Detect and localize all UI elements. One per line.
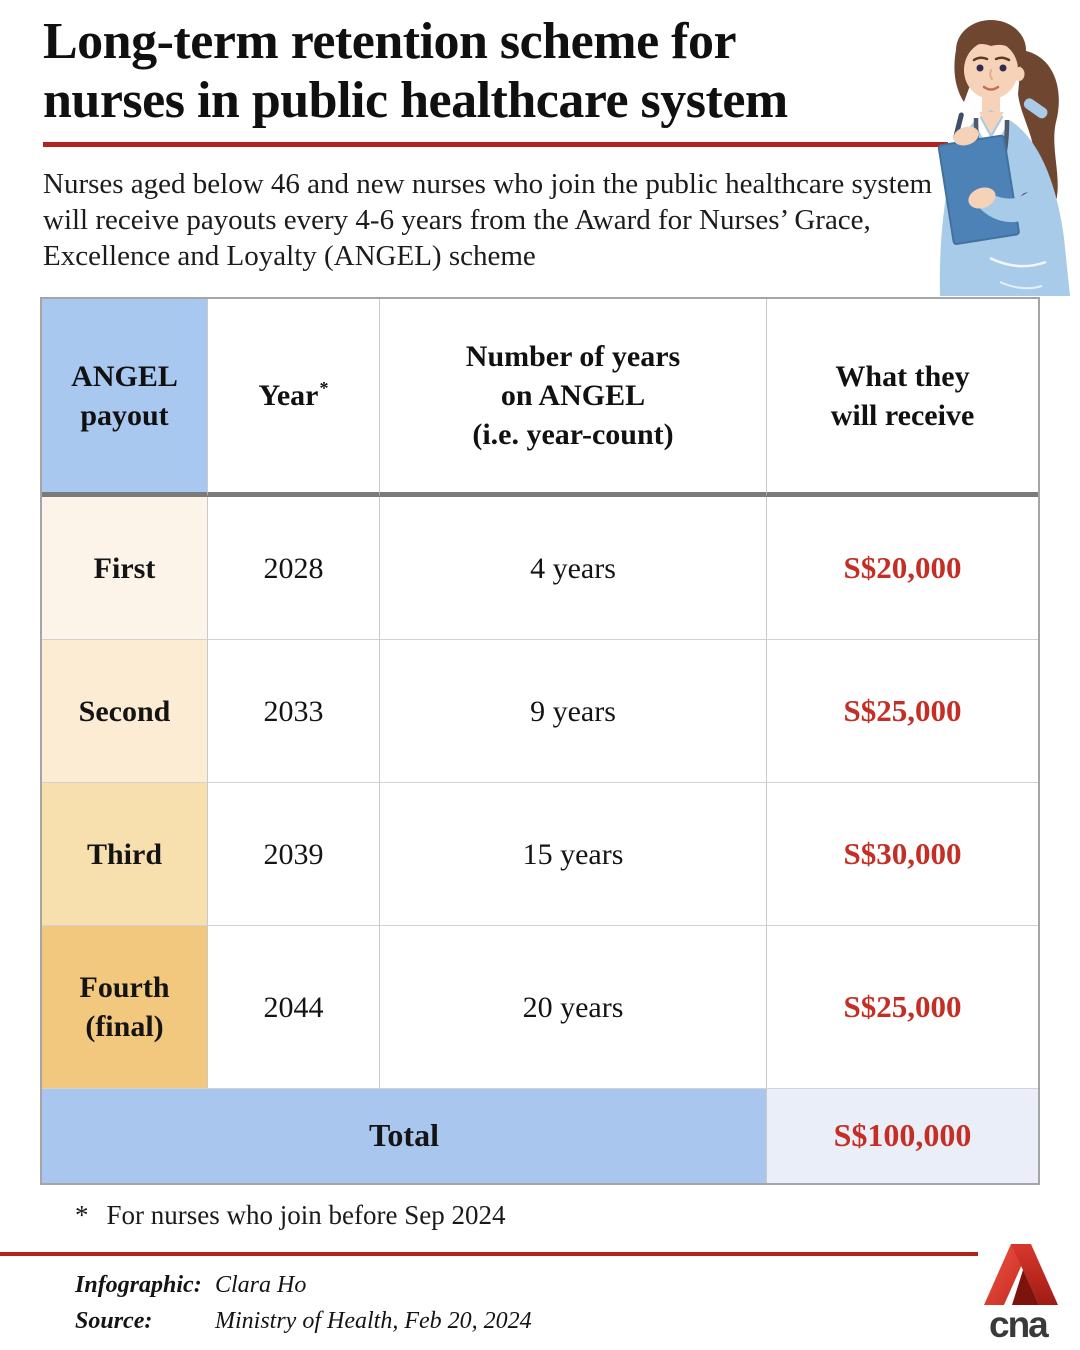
- logo-wordmark: cna: [989, 1304, 1049, 1342]
- cna-logo: cna: [984, 1244, 1058, 1342]
- payout-ordinal-cell: Third: [42, 783, 208, 926]
- payout-ordinal-cell: First: [42, 497, 208, 640]
- source-label: Source:: [75, 1308, 153, 1334]
- footer-credits: Infographic: Clara Ho Source: Ministry o…: [75, 1272, 532, 1344]
- subtitle: Nurses aged below 46 and new nurses who …: [43, 168, 933, 272]
- payout-duration-cell: 4 years: [380, 497, 767, 640]
- payout-amount-cell: S$30,000: [767, 783, 1038, 926]
- payout-duration-cell: 20 years: [380, 926, 767, 1089]
- infographic-value: Clara Ho: [215, 1272, 307, 1298]
- page-title: Long-term retention scheme for nurses in…: [43, 12, 963, 130]
- payout-duration-cell: 15 years: [380, 783, 767, 926]
- footnote: * For nurses who join before Sep 2024: [75, 1200, 505, 1231]
- payout-year-cell: 2039: [208, 783, 380, 926]
- column-header-receive: What they will receive: [767, 299, 1038, 497]
- payout-duration-cell: 9 years: [380, 640, 767, 783]
- footer-divider-rule: [0, 1252, 978, 1256]
- payout-ordinal-cell: Second: [42, 640, 208, 783]
- payout-amount-cell: S$25,000: [767, 926, 1038, 1089]
- column-header-years-on-angel: Number of years on ANGEL (i.e. year-count): [380, 299, 767, 497]
- payout-year-cell: 2033: [208, 640, 380, 783]
- payout-year-cell: 2028: [208, 497, 380, 640]
- payout-amount-cell: S$25,000: [767, 640, 1038, 783]
- payout-amount-cell: S$20,000: [767, 497, 1038, 640]
- credit-infographic: Infographic: Clara Ho: [75, 1272, 532, 1299]
- title-line-2: nurses in public healthcare system: [43, 72, 788, 129]
- payout-ordinal-cell: Fourth (final): [42, 926, 208, 1089]
- title-divider-rule: [43, 142, 948, 147]
- total-amount-cell: S$100,000: [767, 1089, 1038, 1183]
- source-value: Ministry of Health, Feb 20, 2024: [215, 1308, 532, 1334]
- total-label-cell: Total: [42, 1089, 767, 1183]
- payout-table: ANGEL payout Year* Number of years on ANGEL(…: [40, 297, 1040, 1185]
- footnote-marker: *: [75, 1200, 89, 1230]
- credit-source: Source: Ministry of Health, Feb 20, 2024: [75, 1308, 532, 1335]
- column-header-year: Year*: [208, 299, 380, 497]
- logo-lambda-icon: [984, 1244, 1058, 1305]
- title-line-1: Long-term retention scheme for: [43, 13, 737, 70]
- payout-year-cell: 2044: [208, 926, 380, 1089]
- column-header-payout: ANGEL payout: [42, 299, 208, 497]
- nurse-illustration: [937, 20, 1070, 296]
- infographic-label: Infographic:: [75, 1272, 202, 1298]
- footnote-text: For nurses who join before Sep 2024: [106, 1200, 506, 1230]
